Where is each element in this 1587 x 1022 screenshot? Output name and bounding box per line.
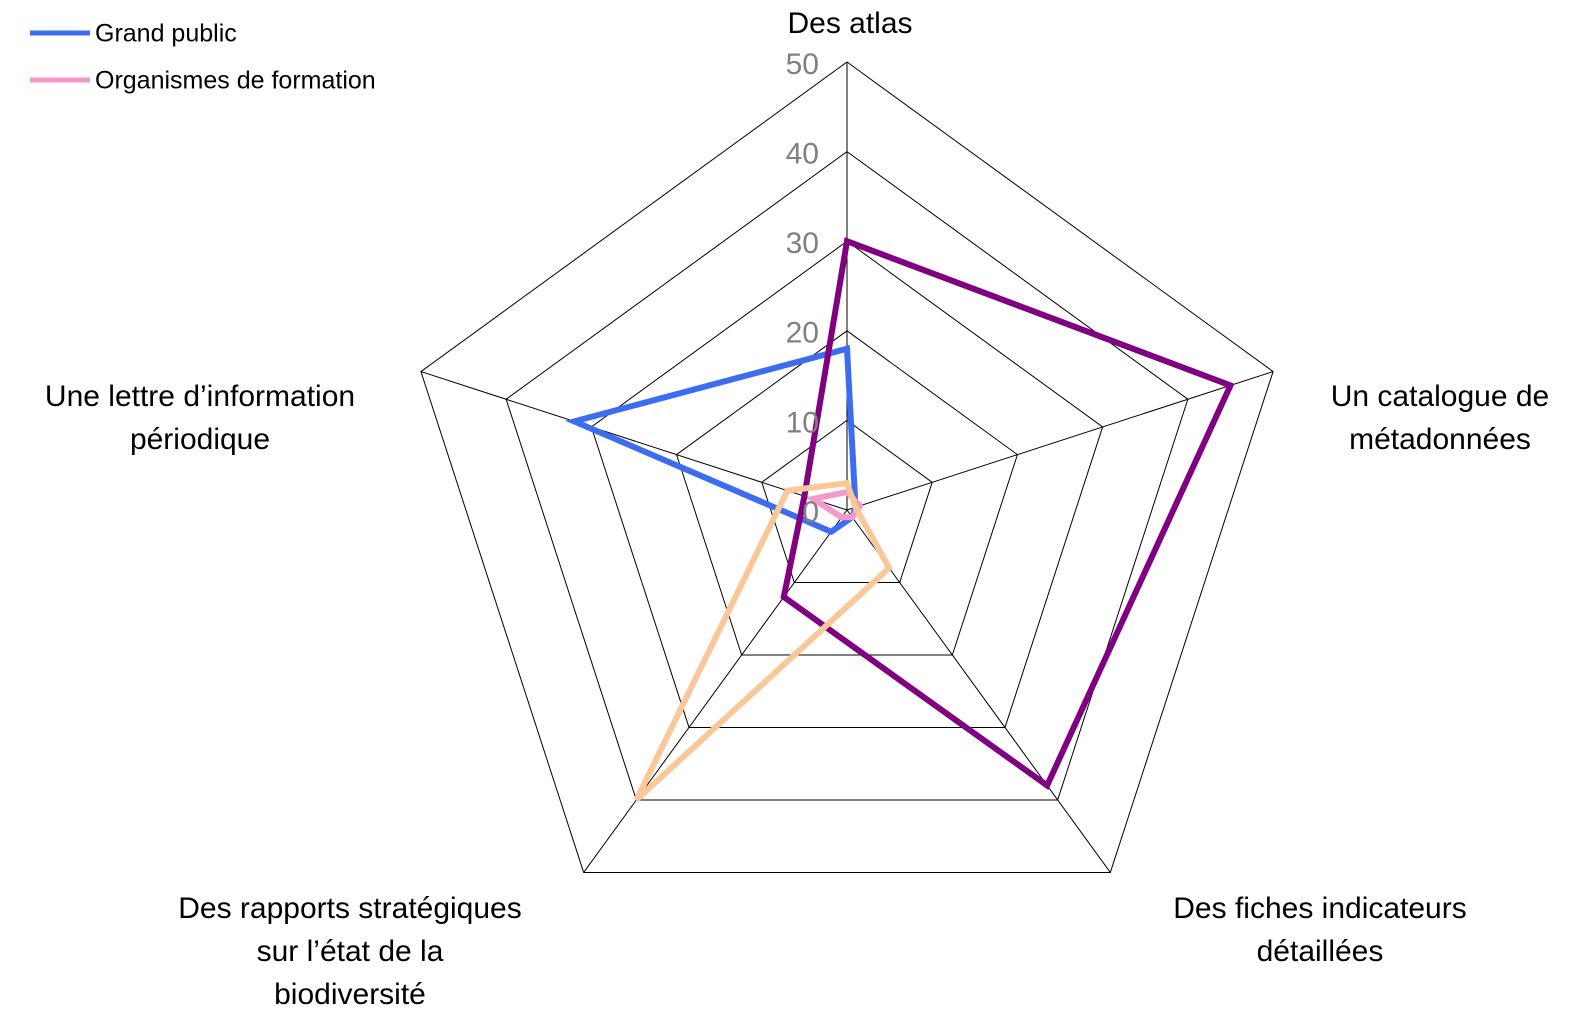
category-label: métadonnées (1349, 423, 1531, 456)
grid-ring (675, 330, 1019, 656)
grid-ring (761, 419, 933, 583)
y-tick-label: 10 (786, 406, 819, 439)
legend-label: Grand public (95, 20, 237, 48)
y-tick-label: 30 (786, 227, 819, 260)
category-label: biodiversité (274, 978, 426, 1011)
spoke (420, 371, 848, 511)
category-label: périodique (130, 423, 270, 456)
spoke (846, 371, 1274, 511)
category-label: Une lettre d’information (45, 380, 355, 413)
spoke (583, 509, 848, 873)
category-label: Des rapports stratégiques (178, 892, 522, 925)
y-tick-label: 20 (786, 317, 819, 350)
y-tick-label: 40 (786, 138, 819, 171)
category-label: Des fiches indicateurs (1173, 892, 1466, 925)
y-tick-label: 50 (786, 48, 819, 81)
grid-ring (590, 240, 1104, 728)
grid-ring (505, 150, 1189, 801)
series-line (805, 488, 864, 521)
category-label: Un catalogue de (1331, 380, 1550, 413)
grid-ring (420, 61, 1274, 873)
series-line (633, 479, 893, 803)
y-tick-label: 0 (802, 496, 819, 529)
series-line (780, 237, 1235, 791)
category-label: détaillées (1257, 935, 1384, 968)
legend-label: Organismes de formation (95, 67, 376, 95)
category-label: sur l’état de la (257, 935, 444, 968)
series-line (565, 344, 859, 536)
category-label: Des atlas (787, 7, 912, 40)
